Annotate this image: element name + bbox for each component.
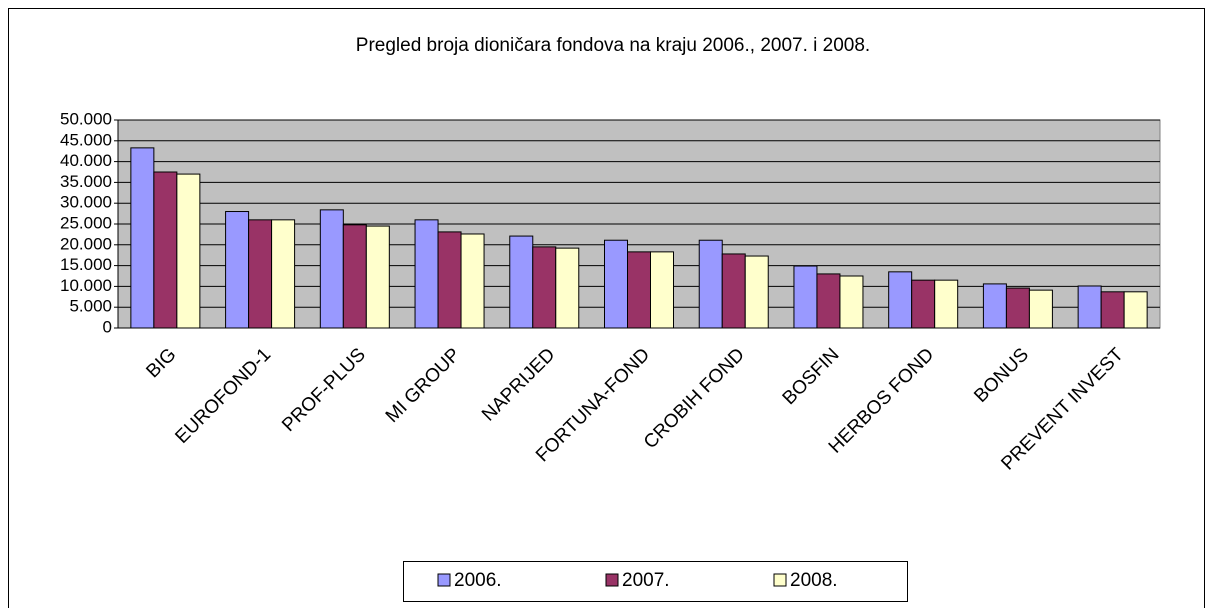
y-tick-label: 20.000 <box>60 234 112 253</box>
y-tick-label: 30.000 <box>60 193 112 212</box>
bar <box>1028 289 1053 329</box>
y-tick-label: 50.000 <box>60 109 112 128</box>
bar <box>839 275 864 329</box>
bar <box>130 147 155 329</box>
bar <box>248 219 273 329</box>
bar <box>555 247 580 329</box>
bar <box>365 225 390 329</box>
y-tick-label: 0 <box>103 317 112 336</box>
bar <box>532 246 557 329</box>
bar <box>460 233 485 329</box>
bar <box>650 251 674 329</box>
bar <box>934 279 959 329</box>
bar <box>816 273 841 329</box>
y-tick-label: 15.000 <box>60 255 112 274</box>
y-tick-label: 35.000 <box>60 172 112 191</box>
bar <box>271 219 296 329</box>
legend-box <box>403 561 908 602</box>
bar <box>911 279 936 329</box>
y-tick-label: 5.000 <box>69 297 112 316</box>
y-tick-label: 10.000 <box>60 276 112 295</box>
legend: 2006. 2007. 2008. <box>403 561 908 602</box>
bar <box>319 209 344 329</box>
bar <box>176 173 201 329</box>
bar <box>793 265 818 329</box>
bar <box>888 271 913 329</box>
bar <box>225 211 250 329</box>
bar <box>437 231 462 329</box>
bar <box>604 239 628 329</box>
bar <box>509 235 534 329</box>
y-tick-label: 45.000 <box>60 130 112 149</box>
chart-title: Pregled broja dioničara fondova na kraju… <box>356 35 870 56</box>
bar <box>982 283 1007 329</box>
bar <box>1077 285 1102 329</box>
bar <box>153 171 178 329</box>
bar <box>744 255 769 329</box>
bar <box>698 239 723 329</box>
bar <box>627 251 651 329</box>
legend-label: 2007. <box>622 570 670 591</box>
bar <box>1005 287 1030 329</box>
legend-swatch <box>437 573 451 587</box>
y-tick-label: 40.000 <box>60 151 112 170</box>
bar <box>1100 291 1125 329</box>
bar <box>1123 291 1148 329</box>
bar <box>721 253 746 329</box>
legend-label: 2006. <box>454 570 502 591</box>
legend-label: 2008. <box>790 570 838 591</box>
bar <box>414 219 439 329</box>
legend-swatch <box>773 573 787 587</box>
legend-swatch <box>605 573 619 587</box>
y-tick-label: 25.000 <box>60 213 112 232</box>
bar <box>342 224 367 329</box>
